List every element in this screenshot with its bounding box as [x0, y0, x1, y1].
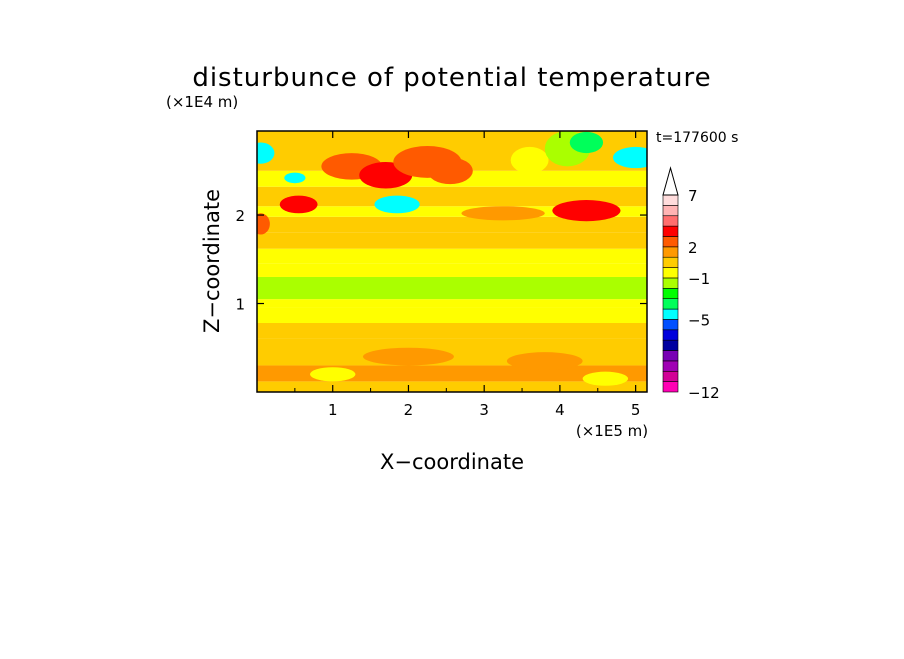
axis-ticks: 1 2 3 4 5 1 2 [235, 131, 647, 419]
colorbar-swatch [662, 370, 679, 382]
y-axis-label: Z−coordinate [200, 189, 224, 333]
field-band-10 [257, 216, 647, 233]
colorbar-tick-label: −1 [688, 270, 710, 288]
field-feature-8 [510, 146, 549, 174]
colorbar-swatch [662, 267, 679, 279]
field-band-4 [257, 307, 647, 323]
colorbar-swatch [662, 319, 679, 331]
colorbar-tick-label: −5 [688, 311, 710, 329]
field-feature-17 [310, 367, 356, 382]
x-axis-unit: (×1E5 m) [576, 422, 648, 440]
field-feature-18 [582, 371, 629, 386]
colorbar: −12−5−127 [662, 166, 720, 402]
colorbar-swatch [662, 329, 679, 341]
field-feature-7 [427, 157, 473, 185]
x-tick-label: 2 [404, 401, 414, 419]
colorbar-tick-label: 7 [688, 187, 698, 205]
y-axis-unit: (×1E4 m) [166, 93, 238, 111]
colorbar-swatch [662, 205, 679, 217]
field-feature-1 [284, 172, 306, 184]
colorbar-swatch [662, 350, 679, 362]
colorbar-swatch [662, 360, 679, 372]
field-feature-0 [257, 142, 275, 164]
chart-title: disturbunce of potential temperature [192, 63, 711, 93]
field-band-11 [257, 206, 647, 217]
colorbar-swatch [662, 381, 679, 393]
plot-frame [256, 130, 648, 393]
field-feature-10 [569, 131, 604, 154]
field-feature-14 [257, 213, 270, 235]
y-tick-label: 2 [235, 207, 245, 225]
colorbar-swatch [662, 225, 679, 237]
time-label: t=177600 s [656, 130, 738, 146]
contour-field [257, 131, 647, 392]
colorbar-extend-arrow [662, 166, 679, 196]
colorbar-swatch [662, 339, 679, 351]
colorbar-tick-label: 2 [688, 239, 698, 257]
colorbar-tick-label: −12 [688, 384, 720, 402]
colorbar-swatch [662, 277, 679, 289]
y-tick-label: 1 [235, 296, 245, 314]
colorbar-swatch [662, 288, 679, 299]
colorbar-swatch [662, 256, 679, 268]
x-tick-label: 5 [631, 401, 641, 419]
colorbar-swatch [662, 246, 679, 258]
field-feature-4 [374, 195, 420, 214]
field-feature-2 [279, 195, 318, 214]
field-feature-11 [612, 146, 647, 169]
field-band-8 [257, 248, 647, 264]
field-feature-12 [552, 200, 621, 222]
x-tick-label: 1 [328, 401, 338, 419]
field-band-5 [257, 299, 647, 308]
x-tick-label: 4 [555, 401, 565, 419]
field-feature-13 [461, 206, 545, 221]
colorbar-swatch [662, 236, 679, 248]
field-band-0 [257, 381, 647, 392]
colorbar-swatch [662, 215, 679, 227]
x-tick-label: 3 [479, 401, 489, 419]
colorbar-swatch [662, 194, 679, 206]
field-band-9 [257, 232, 647, 249]
field-band-12 [257, 186, 647, 207]
field-band-7 [257, 263, 647, 277]
field-band-2 [257, 338, 647, 366]
field-feature-16 [506, 352, 583, 370]
x-axis-label: X−coordinate [380, 450, 524, 474]
field-band-6 [257, 276, 647, 300]
field-feature-15 [363, 347, 454, 366]
field-band-3 [257, 322, 647, 339]
colorbar-swatch [662, 298, 679, 310]
colorbar-swatch [662, 308, 679, 320]
